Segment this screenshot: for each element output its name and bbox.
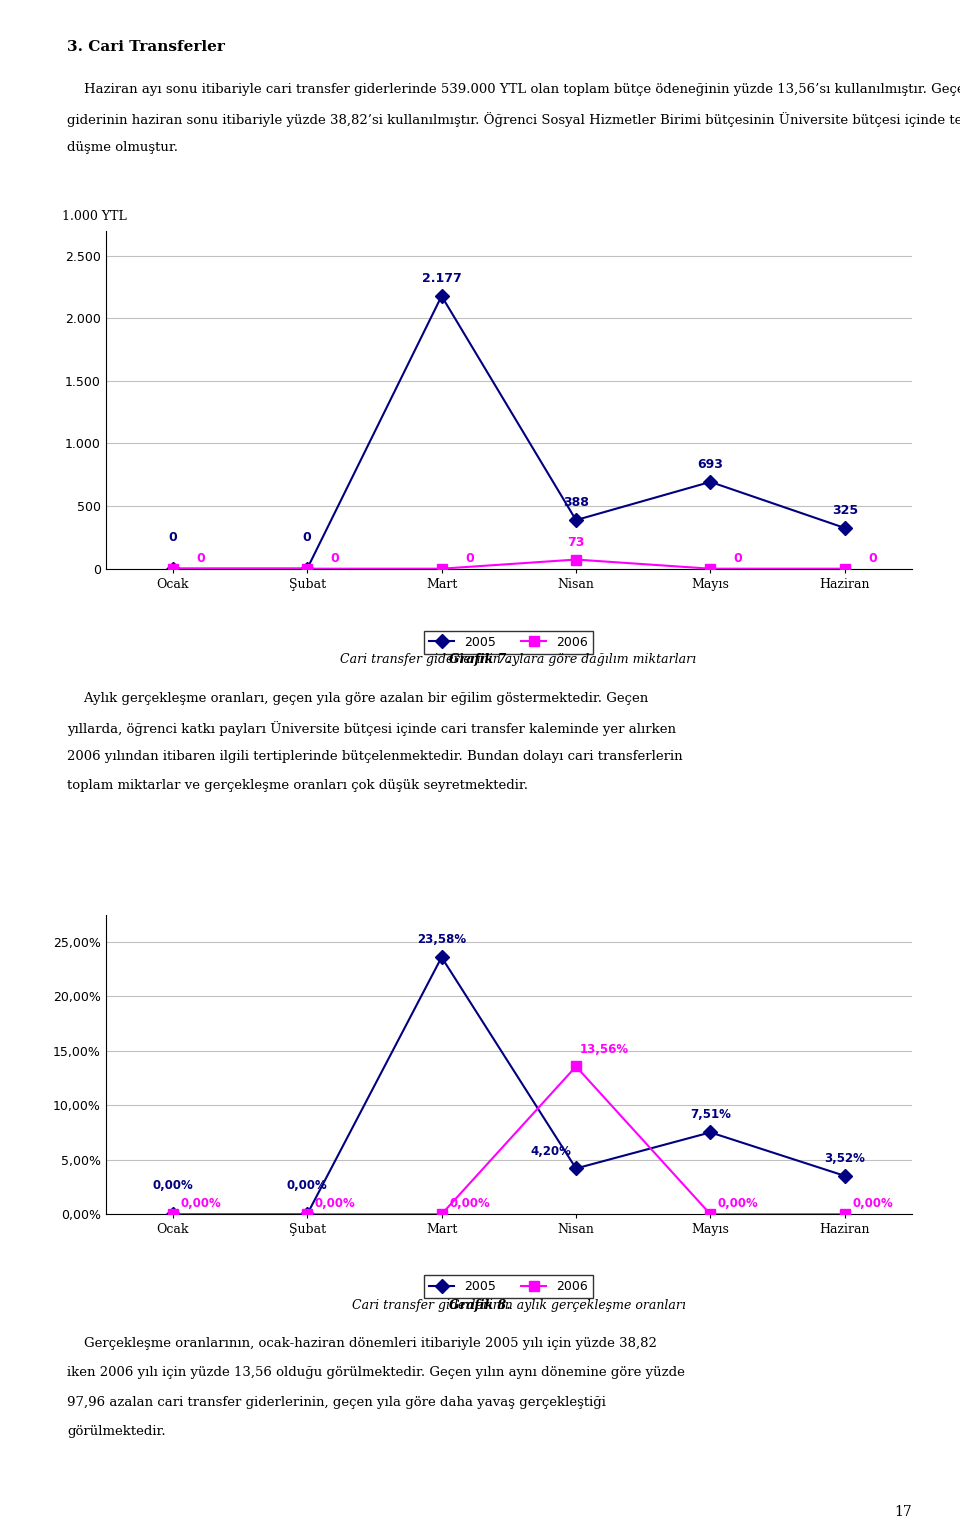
Text: Gerçekleşme oranlarının, ocak-haziran dönemleri itibariyle 2005 yılı için yüzde : Gerçekleşme oranlarının, ocak-haziran dö… [67,1337,657,1349]
Text: 3,52%: 3,52% [825,1151,865,1165]
Text: Aylık gerçekleşme oranları, geçen yıla göre azalan bir eğilim göstermektedir. Ge: Aylık gerçekleşme oranları, geçen yıla g… [67,692,648,704]
Text: 17: 17 [895,1505,912,1519]
Legend: 2005, 2006: 2005, 2006 [424,1274,593,1297]
Text: 0: 0 [733,552,742,564]
Text: 0: 0 [196,552,204,564]
Text: 0,00%: 0,00% [315,1197,355,1210]
Text: 0: 0 [868,552,876,564]
Text: 325: 325 [831,504,858,516]
Text: 4,20%: 4,20% [531,1145,571,1157]
Text: 0,00%: 0,00% [852,1197,893,1210]
Legend: 2005, 2006: 2005, 2006 [424,630,593,653]
Text: Grafik 7.: Grafik 7. [449,653,511,666]
Text: 2006 yılından itibaren ilgili tertiplerinde bütçelenmektedir. Bundan dolayı cari: 2006 yılından itibaren ilgili tertipleri… [67,750,683,762]
Text: 0,00%: 0,00% [287,1179,327,1193]
Text: 0,00%: 0,00% [718,1197,758,1210]
Text: 7,51%: 7,51% [690,1108,731,1122]
Text: 0: 0 [330,552,339,564]
Text: 3. Cari Transferler: 3. Cari Transferler [67,40,225,54]
Text: 693: 693 [698,458,723,470]
Text: 73: 73 [567,536,585,549]
Text: 23,58%: 23,58% [417,933,467,947]
Text: 0,00%: 0,00% [153,1179,193,1193]
Text: Cari transfer giderlerinin aylara göre dağılım miktarları: Cari transfer giderlerinin aylara göre d… [336,653,697,666]
Text: görülmektedir.: görülmektedir. [67,1425,166,1437]
Text: Haziran ayı sonu itibariyle cari transfer giderlerinde 539.000 YTL olan toplam b: Haziran ayı sonu itibariyle cari transfe… [67,83,960,95]
Text: 0,00%: 0,00% [449,1197,490,1210]
Text: 13,56%: 13,56% [579,1042,629,1056]
Text: giderinin haziran sonu itibariyle yüzde 38,82’si kullanılmıştır. Öğrenci Sosyal : giderinin haziran sonu itibariyle yüzde … [67,112,960,128]
Text: 0: 0 [302,530,312,544]
Text: yıllarda, öğrenci katkı payları Üniversite bütçesi içinde cari transfer kalemind: yıllarda, öğrenci katkı payları Üniversi… [67,721,676,736]
Text: 1.000 YTL: 1.000 YTL [62,211,127,223]
Text: düşme olmuştur.: düşme olmuştur. [67,141,179,154]
Text: Cari transfer giderlerinin aylık gerçekleşme oranları: Cari transfer giderlerinin aylık gerçekl… [348,1299,685,1311]
Text: iken 2006 yılı için yüzde 13,56 olduğu görülmektedir. Geçen yılın aynı dönemine : iken 2006 yılı için yüzde 13,56 olduğu g… [67,1366,685,1379]
Text: 388: 388 [564,496,588,509]
Text: 0,00%: 0,00% [180,1197,221,1210]
Text: toplam miktarlar ve gerçekleşme oranları çok düşük seyretmektedir.: toplam miktarlar ve gerçekleşme oranları… [67,779,528,792]
Text: 2.177: 2.177 [421,272,462,286]
Text: Grafik 8.: Grafik 8. [449,1299,511,1311]
Text: 97,96 azalan cari transfer giderlerinin, geçen yıla göre daha yavaş gerçekleştiğ: 97,96 azalan cari transfer giderlerinin,… [67,1396,606,1408]
Text: 0: 0 [465,552,473,564]
Text: 0: 0 [168,530,178,544]
